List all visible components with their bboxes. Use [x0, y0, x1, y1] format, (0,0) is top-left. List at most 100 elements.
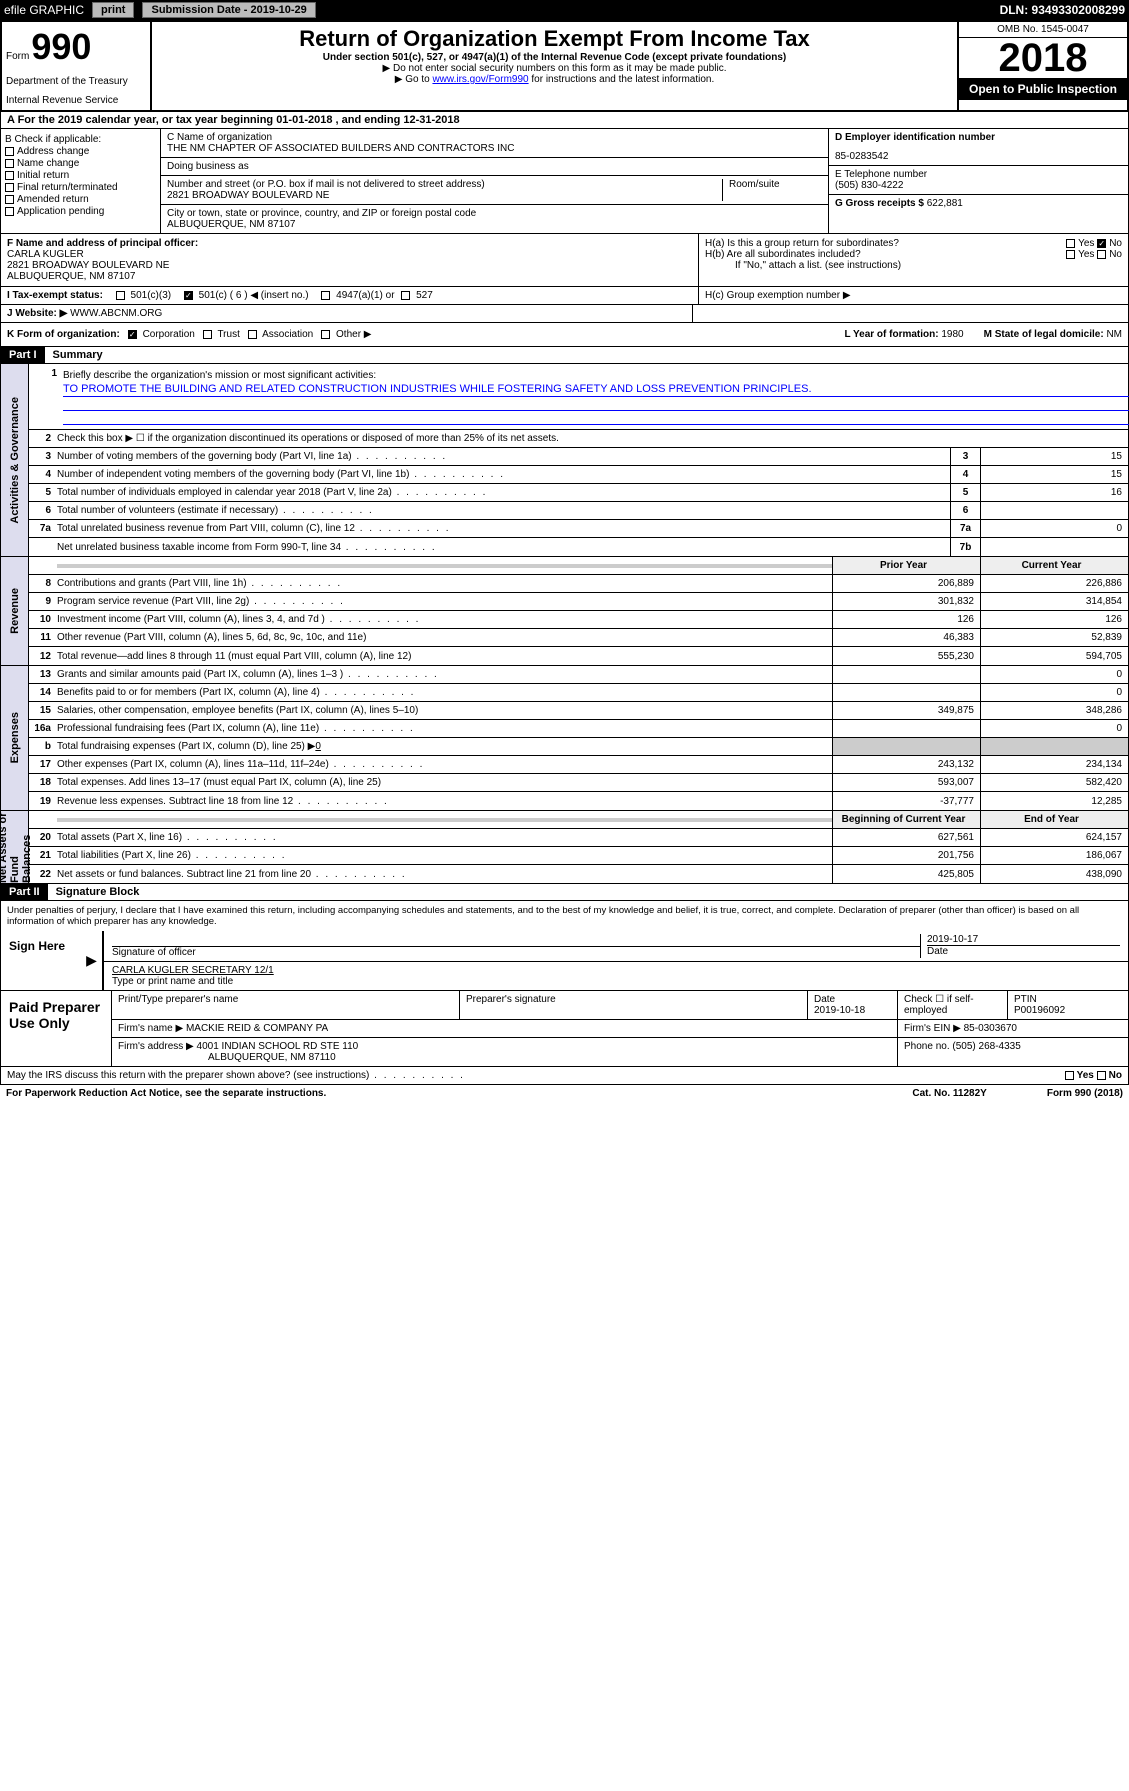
check-name[interactable]: Name change [5, 158, 156, 169]
form-subtitle: Under section 501(c), 527, or 4947(a)(1)… [156, 52, 953, 63]
telephone-value: (505) 830-4222 [835, 180, 1122, 191]
check-column: B Check if applicable: Address change Na… [1, 129, 161, 233]
note-goto: ▶ Go to www.irs.gov/Form990 for instruct… [156, 74, 953, 85]
dln-label: DLN: 93493302008299 [1000, 3, 1125, 17]
open-public-badge: Open to Public Inspection [959, 78, 1127, 100]
website-row: J Website: ▶ WWW.ABCNM.ORG [0, 305, 1129, 323]
check-application[interactable]: Application pending [5, 206, 156, 217]
v6 [980, 502, 1128, 519]
entity-block: B Check if applicable: Address change Na… [0, 129, 1129, 234]
dba-cell: Doing business as [161, 158, 828, 176]
p10: 126 [832, 611, 980, 628]
hb-note: If "No," attach a list. (see instruction… [705, 260, 1122, 271]
q5-label: Total number of individuals employed in … [57, 485, 950, 500]
irs-link[interactable]: www.irs.gov/Form990 [432, 74, 528, 85]
firm-ein: 85-0303670 [964, 1023, 1017, 1034]
net-assets-section: Net Assets or Fund Balances Beginning of… [0, 811, 1129, 884]
sig-officer-label: Signature of officer [112, 947, 196, 958]
check-initial[interactable]: Initial return [5, 170, 156, 181]
v3: 15 [980, 448, 1128, 465]
cat-number: Cat. No. 11282Y [912, 1088, 986, 1099]
footer-line: For Paperwork Reduction Act Notice, see … [0, 1085, 1129, 1102]
date-label: Date [927, 946, 948, 957]
firm-name: MACKIE REID & COMPANY PA [186, 1023, 328, 1034]
sign-here-label: Sign Here [1, 931, 81, 990]
prep-name-label: Print/Type preparer's name [112, 991, 460, 1019]
state-domicile: NM [1106, 329, 1122, 340]
self-employed-check: Check ☐ if self-employed [898, 991, 1008, 1019]
form-footer: Form 990 (2018) [1047, 1088, 1123, 1099]
tax-year: 2018 [959, 38, 1127, 78]
top-bar: efile GRAPHIC print Submission Date - 20… [0, 0, 1129, 20]
c-name-cell: C Name of organization THE NM CHAPTER OF… [161, 129, 828, 158]
c9: 314,854 [980, 593, 1128, 610]
mission-text: TO PROMOTE THE BUILDING AND RELATED CONS… [63, 383, 1129, 397]
officer-row: F Name and address of principal officer:… [0, 234, 1129, 287]
check-amended[interactable]: Amended return [5, 194, 156, 205]
side-tab-netassets: Net Assets or Fund Balances [0, 811, 33, 883]
perjury-declaration: Under penalties of perjury, I declare th… [1, 901, 1128, 931]
c15: 348,286 [980, 702, 1128, 719]
officer-name: CARLA KUGLER [7, 249, 692, 260]
telephone-cell: E Telephone number (505) 830-4222 [829, 166, 1128, 195]
c14: 0 [980, 684, 1128, 701]
gross-receipts-cell: G Gross receipts $ 622,881 [829, 195, 1128, 212]
p21: 201,756 [832, 847, 980, 864]
end-year-hdr: End of Year [980, 811, 1128, 828]
k-form-org-row: K Form of organization: ✓ Corporation Tr… [0, 323, 1129, 347]
q2-label: Check this box ▶ ☐ if the organization d… [57, 431, 1128, 446]
side-tab-activities: Activities & Governance [9, 397, 21, 524]
city-state-zip: ALBUQUERQUE, NM 87107 [167, 219, 822, 230]
activities-governance-section: Activities & Governance 1Briefly describ… [0, 364, 1129, 557]
prep-date: 2019-10-18 [814, 1005, 891, 1016]
form-word: Form [6, 51, 29, 62]
hc-group-exemption: H(c) Group exemption number ▶ [698, 287, 1128, 304]
type-name-label: Type or print name and title [112, 976, 233, 987]
c21: 186,067 [980, 847, 1128, 864]
revenue-section: Revenue Prior YearCurrent Year 8Contribu… [0, 557, 1129, 666]
print-button[interactable]: print [92, 2, 134, 18]
signature-block: Under penalties of perjury, I declare th… [0, 901, 1129, 991]
form-header: Form 990 Department of the Treasury Inte… [0, 20, 1129, 112]
current-year-hdr: Current Year [980, 557, 1128, 574]
firm-phone: (505) 268-4335 [952, 1041, 1020, 1052]
year-formation: 1980 [941, 329, 963, 340]
submission-date-button[interactable]: Submission Date - 2019-10-29 [142, 2, 315, 18]
c20: 624,157 [980, 829, 1128, 846]
check-address[interactable]: Address change [5, 146, 156, 157]
sig-date: 2019-10-17 [927, 934, 1120, 945]
firm-addr1: 4001 INDIAN SCHOOL RD STE 110 [197, 1041, 359, 1052]
room-suite-label: Room/suite [722, 179, 822, 201]
q7b-label: Net unrelated business taxable income fr… [57, 540, 950, 555]
city-cell: City or town, state or province, country… [161, 205, 828, 233]
street-address: 2821 BROADWAY BOULEVARD NE [167, 190, 722, 201]
c8: 226,886 [980, 575, 1128, 592]
efile-label: efile GRAPHIC [4, 3, 84, 17]
q1-label: Briefly describe the organization's miss… [63, 368, 1122, 383]
dept-treasury: Department of the Treasury [6, 76, 146, 87]
paid-preparer-block: Paid Preparer Use Only Print/Type prepar… [0, 991, 1129, 1067]
ein-cell: D Employer identification number 85-0283… [829, 129, 1128, 166]
hb-subordinates: H(b) Are all subordinates included? Yes … [705, 249, 1122, 260]
part1-header: Part I Summary [0, 347, 1129, 364]
check-final[interactable]: Final return/terminated [5, 182, 156, 193]
note-ssn: ▶ Do not enter social security numbers o… [156, 63, 953, 74]
discuss-row: May the IRS discuss this return with the… [0, 1067, 1129, 1085]
officer-name-title: CARLA KUGLER SECRETARY 12/1 [112, 965, 1120, 976]
expenses-section: Expenses 13Grants and similar amounts pa… [0, 666, 1129, 811]
v7b [980, 538, 1128, 556]
p19: -37,777 [832, 792, 980, 810]
pra-notice: For Paperwork Reduction Act Notice, see … [6, 1088, 326, 1099]
c18: 582,420 [980, 774, 1128, 791]
v7a: 0 [980, 520, 1128, 537]
gross-receipts-value: 622,881 [927, 198, 963, 209]
prior-year-hdr: Prior Year [832, 557, 980, 574]
form-number: 990 [31, 26, 91, 68]
c22: 438,090 [980, 865, 1128, 883]
fundraising-total: 0 [315, 741, 321, 752]
row-a-tax-year: A For the 2019 calendar year, or tax yea… [0, 112, 1129, 129]
dept-irs: Internal Revenue Service [6, 95, 146, 106]
q3-label: Number of voting members of the governin… [57, 449, 950, 464]
c10: 126 [980, 611, 1128, 628]
side-tab-expenses: Expenses [9, 712, 21, 763]
